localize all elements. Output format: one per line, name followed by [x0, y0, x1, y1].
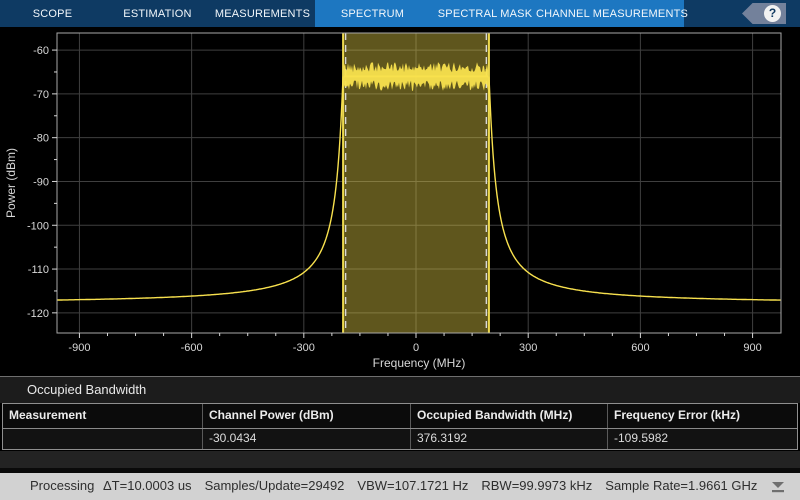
status-state: Processing: [30, 478, 95, 493]
x-tick-label: -900: [68, 342, 90, 354]
measurements-table: Measurement Channel Power (dBm) Occupied B…: [2, 403, 798, 450]
trace-skirt-right: [488, 76, 781, 301]
column-header: Measurement: [3, 404, 203, 428]
obw-panel-title: Occupied Bandwidth: [0, 376, 800, 403]
spectrum-plot[interactable]: -900 -600 -300 0 300 600 900 -60 -70 -80 -90 -100 -1…: [0, 27, 800, 376]
x-tick-label: 0: [413, 342, 419, 354]
y-tick-label: -110: [28, 264, 49, 276]
toolstrip-tab-bar: SCOPE ESTIMATION MEASUREMENTS SPECTRUM SPEC…: [0, 0, 800, 27]
help-icon[interactable]: ?: [764, 5, 781, 22]
axes-border: [56, 32, 782, 334]
tab-spectral-mask[interactable]: SPECTRAL MASK: [437, 7, 533, 20]
status-item: Sample Rate=1.9661 GHz: [605, 478, 758, 493]
table-cell: 376.3192: [411, 429, 608, 449]
table-cell: -109.5982: [614, 431, 669, 445]
status-expander-icon[interactable]: [770, 481, 786, 494]
status-separator: [0, 468, 800, 473]
table-body: -30.0434 376.3192 -109.5982: [3, 429, 797, 449]
status-item: Samples/Update=29492: [204, 478, 345, 493]
status-bar: Processing ΔT=10.0003 us Samples/Update=2…: [0, 473, 800, 500]
status-item: ΔT=10.0003 us: [103, 478, 192, 493]
table-cell: [3, 429, 203, 449]
x-axis-label: Frequency (MHz): [373, 356, 466, 370]
spectrum-plot-region[interactable]: -900 -600 -300 0 300 600 900 -60 -70 -80 -90 -100 -1…: [0, 27, 800, 376]
trace-skirt-left: [57, 76, 344, 301]
status-item: RBW=99.9973 kHz: [481, 478, 593, 493]
tab-group-highlighted: SPECTRUM SPECTRAL MASK CHANNEL MEASUREMENT…: [315, 0, 689, 27]
y-tick-label: -90: [33, 176, 49, 188]
column-header: Frequency Error (kHz): [614, 408, 741, 422]
x-tick-label: 900: [743, 342, 761, 354]
x-tick-label: -300: [293, 342, 315, 354]
y-tick-label: -60: [33, 45, 49, 57]
help-tag-shape[interactable]: ?: [742, 3, 786, 24]
y-tick-label: -70: [33, 89, 49, 101]
column-header: Occupied Bandwidth (MHz): [411, 404, 608, 428]
tab-channel-measurements[interactable]: CHANNEL MEASUREMENTS: [535, 7, 689, 20]
tab-scope[interactable]: SCOPE: [32, 7, 73, 20]
y-axis-label: Power (dBm): [4, 148, 18, 218]
y-tick-label: -80: [33, 133, 49, 145]
tab-estimation[interactable]: ESTIMATION: [123, 7, 192, 20]
x-tick-label: -600: [181, 342, 203, 354]
status-item: VBW=107.1721 Hz: [357, 478, 469, 493]
column-header: Channel Power (dBm): [203, 404, 411, 428]
table-cell: -30.0434: [203, 429, 411, 449]
status-items: ΔT=10.0003 us Samples/Update=29492 VBW=107…: [103, 478, 764, 493]
table-row[interactable]: -30.0434 376.3192 -109.5982: [3, 429, 797, 449]
y-tick-label: -120: [27, 308, 49, 320]
y-tick-label: -100: [27, 220, 49, 232]
x-tick-label: 300: [519, 342, 537, 354]
tab-spectrum[interactable]: SPECTRUM: [340, 7, 405, 20]
tab-measurements[interactable]: MEASUREMENTS: [214, 7, 311, 20]
x-tick-label: 600: [631, 342, 649, 354]
table-header-row: Measurement Channel Power (dBm) Occupied B…: [3, 404, 797, 429]
tab-group-plain: SCOPE ESTIMATION MEASUREMENTS: [0, 0, 315, 27]
panel-filler: [0, 451, 800, 468]
